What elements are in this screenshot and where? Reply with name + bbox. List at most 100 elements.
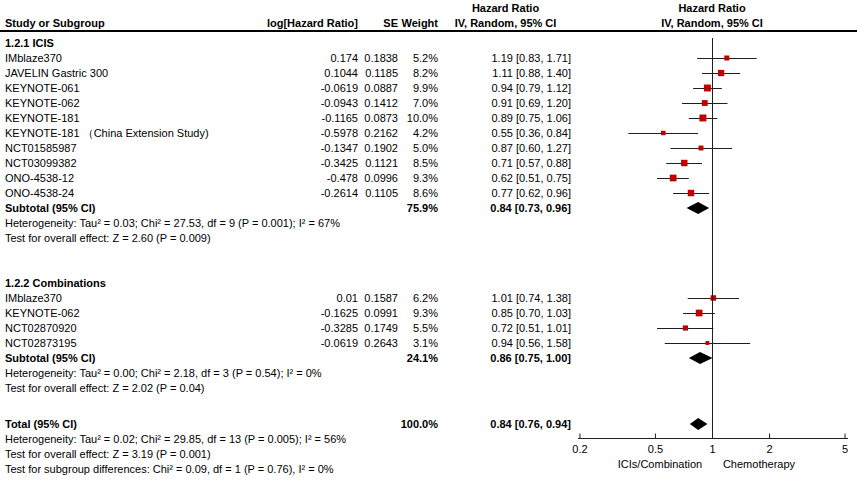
weight-value: 9.3% (396, 306, 438, 321)
column-header-effect-ci: IV, Random, 95% CI (440, 16, 571, 31)
total-row: Total (95% CI)100.0%0.84 [0.76, 0.94] (0, 417, 857, 432)
log-hazard-ratio: -0.3285 (230, 321, 358, 336)
header-divider (0, 30, 857, 32)
standard-error: 0.2162 (360, 126, 398, 141)
hazard-ratio-ci: 0.91 [0.69, 1.20] (440, 96, 571, 111)
overall-effect-note: Test for overall effect: Z = 2.02 (P = 0… (5, 381, 570, 396)
study-row: JAVELIN Gastric 3000.10440.11858.2%1.11 … (0, 66, 857, 81)
heterogeneity-row: Heterogeneity: Tau² = 0.02; Chi² = 29.85… (0, 432, 857, 447)
subgroup-differences-note: Test for subgroup differences: Chi² = 0.… (5, 462, 570, 477)
weight-value: 9.3% (396, 171, 438, 186)
column-header-row: Study or Subgroup log[Hazard Ratio] SE W… (0, 16, 857, 31)
plot-column-title: Hazard Ratio (612, 2, 812, 14)
weight-value: 4.2% (396, 126, 438, 141)
log-hazard-ratio: 0.174 (230, 51, 358, 66)
subtotal-ci: 0.86 [0.75, 1.00] (440, 351, 571, 366)
heterogeneity-note: Heterogeneity: Tau² = 0.03; Chi² = 27.53… (5, 216, 570, 231)
column-header-weight: Weight (396, 16, 438, 31)
standard-error: 0.1902 (360, 141, 398, 156)
heterogeneity-note: Heterogeneity: Tau² = 0.02; Chi² = 29.85… (5, 432, 570, 447)
standard-error: 0.1412 (360, 96, 398, 111)
subgroup-title: 1.2.1 ICIS (5, 36, 335, 51)
standard-error: 0.0873 (360, 111, 398, 126)
weight-value: 5.2% (396, 51, 438, 66)
log-hazard-ratio: -0.0619 (230, 81, 358, 96)
favours-right-label: Chemotherapy (679, 458, 839, 470)
weight-value: 9.9% (396, 81, 438, 96)
standard-error: 0.1749 (360, 321, 398, 336)
hazard-ratio-ci: 1.11 [0.88, 1.40] (440, 66, 571, 81)
forest-plot: Hazard Ratio Hazard Ratio Study or Subgr… (0, 0, 857, 480)
study-row: IMblaze3700.1740.18385.2%1.19 [0.83, 1.7… (0, 51, 857, 66)
subtotal-label: Subtotal (95% CI) (5, 351, 335, 366)
heterogeneity-note: Heterogeneity: Tau² = 0.00; Chi² = 2.18,… (5, 366, 570, 381)
effect-column-title: Hazard Ratio (440, 2, 571, 14)
log-hazard-ratio: -0.5978 (230, 126, 358, 141)
weight-value: 3.1% (396, 336, 438, 351)
weight-value: 7.0% (396, 96, 438, 111)
log-hazard-ratio: -0.1165 (230, 111, 358, 126)
subgroup-heading-row: 1.2.1 ICIS (0, 36, 857, 51)
hazard-ratio-ci: 0.89 [0.75, 1.06] (440, 111, 571, 126)
column-header-se: SE (360, 16, 398, 31)
x-axis-tick-label: 5 (830, 443, 857, 455)
subtotal-label: Subtotal (95% CI) (5, 201, 335, 216)
heterogeneity-row: Heterogeneity: Tau² = 0.03; Chi² = 27.53… (0, 216, 857, 231)
log-hazard-ratio: -0.478 (230, 171, 358, 186)
hazard-ratio-ci: 0.85 [0.70, 1.03] (440, 306, 571, 321)
hazard-ratio-ci: 0.71 [0.57, 0.88] (440, 156, 571, 171)
hazard-ratio-ci: 0.62 [0.51, 0.75] (440, 171, 571, 186)
study-row: KEYNOTE-061-0.06190.08879.9%0.94 [0.79, … (0, 81, 857, 96)
log-hazard-ratio: 0.01 (230, 291, 358, 306)
standard-error: 0.1587 (360, 291, 398, 306)
hazard-ratio-ci: 1.19 [0.83, 1.71] (440, 51, 571, 66)
study-row: KEYNOTE-062-0.09430.14127.0%0.91 [0.69, … (0, 96, 857, 111)
study-row: NCT03099382-0.34250.11218.5%0.71 [0.57, … (0, 156, 857, 171)
log-hazard-ratio: -0.1347 (230, 141, 358, 156)
log-hazard-ratio: -0.1625 (230, 306, 358, 321)
subtotal-row: Subtotal (95% CI)75.9%0.84 [0.73, 0.96] (0, 201, 857, 216)
weight-value: 8.2% (396, 66, 438, 81)
x-axis-tick-label: 0.2 (565, 443, 595, 455)
study-row: KEYNOTE-181-0.11650.087310.0%0.89 [0.75,… (0, 111, 857, 126)
subtotal-row: Subtotal (95% CI) 24.1%0.86 [0.75, 1.00] (0, 351, 857, 366)
subtotal-weight: 75.9% (396, 201, 438, 216)
weight-value: 5.0% (396, 141, 438, 156)
log-hazard-ratio: -0.2614 (230, 186, 358, 201)
overall-effect-note: Test for overall effect: Z = 2.60 (P = 0… (5, 231, 570, 246)
study-row: NCT01585987-0.13470.19025.0%0.87 [0.60, … (0, 141, 857, 156)
standard-error: 0.1105 (360, 186, 398, 201)
standard-error: 0.2643 (360, 336, 398, 351)
study-row: NCT02873195-0.06190.26433.1%0.94 [0.56, … (0, 336, 857, 351)
log-hazard-ratio: -0.0943 (230, 96, 358, 111)
log-hazard-ratio: -0.3425 (230, 156, 358, 171)
weight-value: 8.6% (396, 186, 438, 201)
hazard-ratio-ci: 0.77 [0.62, 0.96] (440, 186, 571, 201)
x-axis-tick-label: 1 (698, 443, 728, 455)
subtotal-weight: 24.1% (396, 351, 438, 366)
heterogeneity-row: Heterogeneity: Tau² = 0.00; Chi² = 2.18,… (0, 366, 857, 381)
overall-effect-note: Test for overall effect: Z = 3.19 (P = 0… (5, 447, 570, 462)
standard-error: 0.0887 (360, 81, 398, 96)
subgroup-title: 1.2.2 Combinations (5, 276, 335, 291)
hazard-ratio-ci: 0.94 [0.56, 1.58] (440, 336, 571, 351)
study-row: ONO-4538-24-0.26140.11058.6%0.77 [0.62, … (0, 186, 857, 201)
standard-error: 0.0991 (360, 306, 398, 321)
overall-effect-row: Test for overall effect: Z = 2.60 (P = 0… (0, 231, 857, 246)
hazard-ratio-ci: 0.55 [0.36, 0.84] (440, 126, 571, 141)
column-header-log-hazard-ratio: log[Hazard Ratio] (230, 16, 358, 31)
weight-value: 8.5% (396, 156, 438, 171)
standard-error: 0.1838 (360, 51, 398, 66)
plot-column-subtitle: IV, Random, 95% CI (612, 16, 812, 31)
hazard-ratio-ci: 1.01 [0.74, 1.38] (440, 291, 571, 306)
standard-error: 0.0996 (360, 171, 398, 186)
study-row: ONO-4538-12-0.4780.09969.3%0.62 [0.51, 0… (0, 171, 857, 186)
study-row: KEYNOTE-062-0.16250.09919.3%0.85 [0.70, … (0, 306, 857, 321)
total-label: Total (95% CI) (5, 417, 335, 432)
standard-error: 0.1185 (360, 66, 398, 81)
weight-value: 10.0% (396, 111, 438, 126)
study-row: NCT02870920-0.32850.17495.5%0.72 [0.51, … (0, 321, 857, 336)
hazard-ratio-ci: 0.87 [0.60, 1.27] (440, 141, 571, 156)
total-weight: 100.0% (396, 417, 438, 432)
hazard-ratio-ci: 0.72 [0.51, 1.01] (440, 321, 571, 336)
